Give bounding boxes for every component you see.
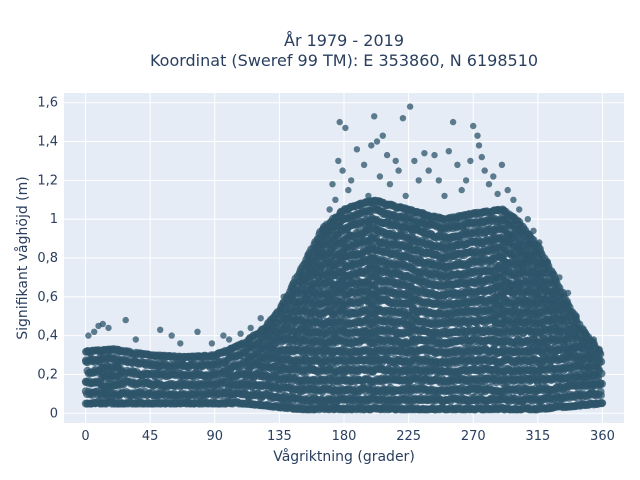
chart-subtitle: Koordinat (Sweref 99 TM): E 353860, N 61… [150,51,538,70]
data-points [81,103,607,414]
chart-title: År 1979 - 2019 [284,31,404,50]
